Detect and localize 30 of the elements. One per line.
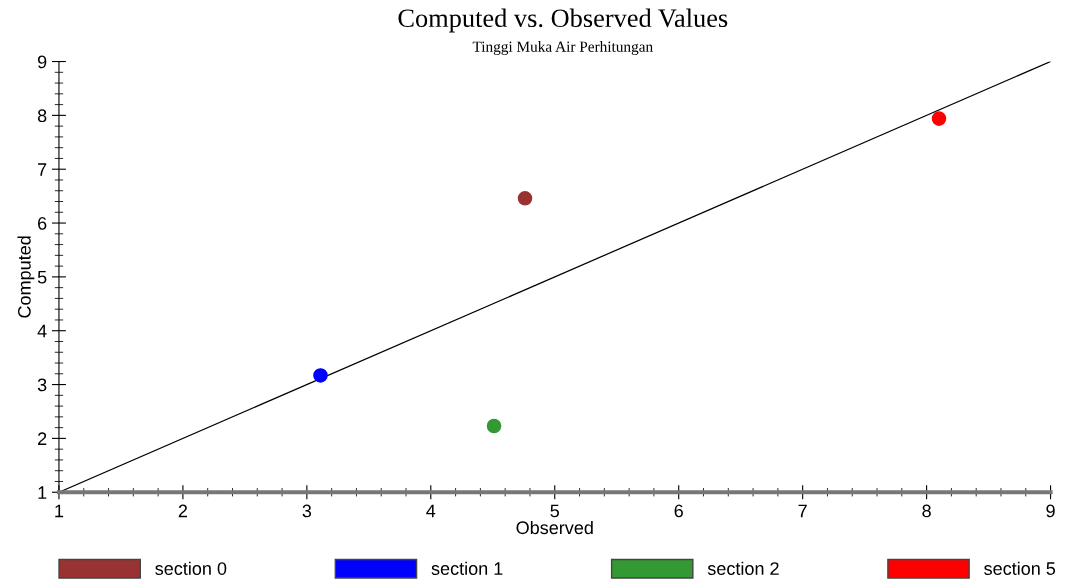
chart-title: Computed vs. Observed Values (398, 8, 728, 33)
chart-subtitle: Tinggi Muka Air Perhitungan (472, 41, 653, 55)
x-tick-label: 9 (1046, 504, 1055, 518)
x-tick-label: 3 (302, 504, 312, 518)
x-tick-label: 5 (550, 504, 560, 518)
legend-label: section 1 (431, 561, 503, 575)
x-tick-label: 8 (922, 504, 931, 518)
x-tick-label: 7 (798, 504, 807, 518)
y-tick-label: 7 (38, 163, 47, 176)
point (486, 418, 502, 434)
y-tick-label: 5 (37, 271, 47, 284)
y-tick-label: 2 (38, 432, 47, 445)
x-tick-label: 1 (55, 504, 64, 518)
legend-label: section 2 (707, 561, 779, 575)
point (517, 190, 533, 206)
point (313, 368, 328, 383)
y-tick-label: 6 (38, 216, 47, 230)
point (931, 111, 947, 126)
legend-label: section 0 (155, 561, 227, 575)
x-tick-label: 6 (674, 504, 683, 518)
y-axis-title: Computed (17, 236, 35, 318)
y-tick-label: 3 (37, 378, 47, 392)
x-tick-label: 4 (426, 504, 436, 518)
y-tick-label: 4 (37, 324, 47, 338)
legend-label: section 5 (984, 561, 1056, 575)
x-axis-title: Observed (516, 520, 593, 535)
x-tick-label: 2 (178, 504, 188, 518)
y-tick-label: 9 (37, 55, 47, 69)
y-tick-label: 8 (37, 109, 47, 123)
y-tick-label: 1 (38, 486, 47, 499)
